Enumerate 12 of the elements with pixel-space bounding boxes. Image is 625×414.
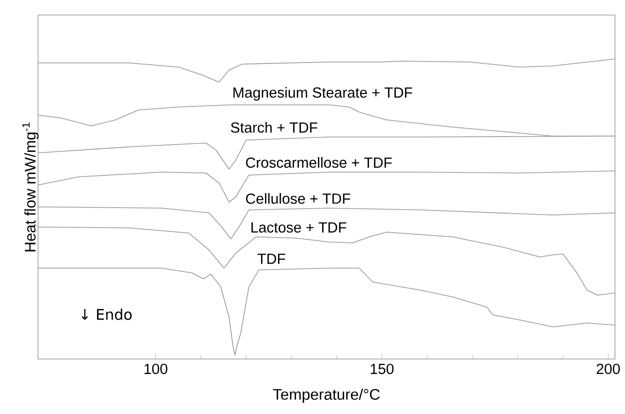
y-axis-title: Heat flow mW/mg$^{-1}$ — [22, 122, 39, 252]
series-label: TDF — [258, 254, 286, 264]
x-axis-title: Temperature/°C — [273, 388, 380, 403]
series-label: Lactose + TDF — [251, 222, 346, 233]
series-label: Cellulose + TDF — [246, 193, 350, 204]
series-label: Starch + TDF — [230, 122, 318, 133]
x-tick-label: 200 — [596, 364, 620, 374]
annotation: ↓ Endo — [82, 308, 132, 320]
x-tick-label: 100 — [144, 364, 168, 374]
x-tick-label: 150 — [370, 364, 394, 374]
series-label: Magnesium Stearate + TDF — [233, 86, 412, 101]
series-label: Croscarmellose + TDF — [246, 157, 392, 168]
